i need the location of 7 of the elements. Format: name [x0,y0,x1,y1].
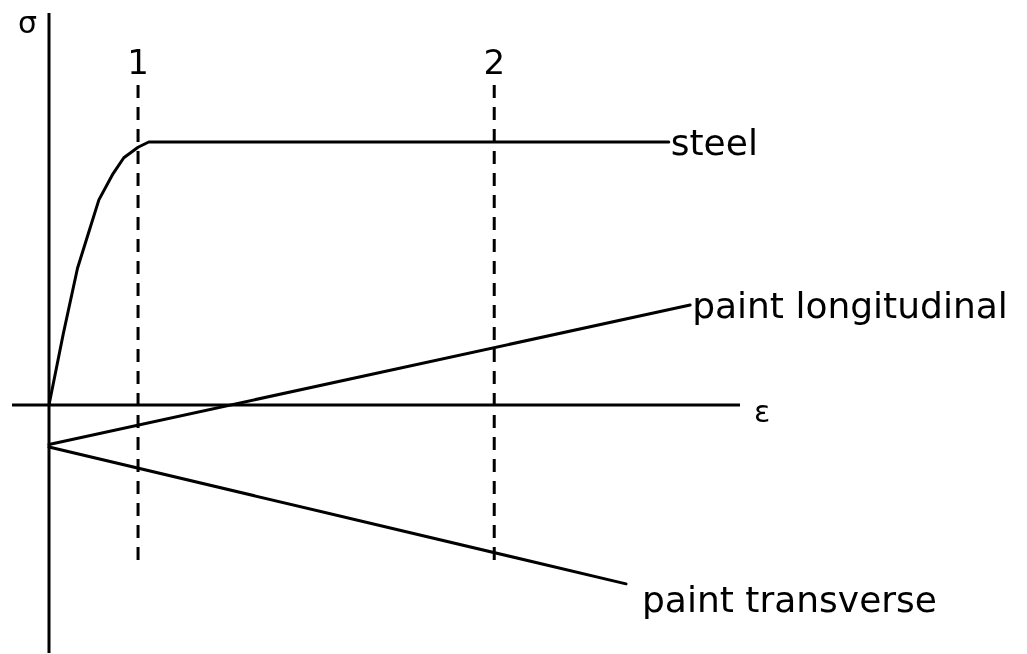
series-label: steel [670,121,758,163]
series-label: paint longitudinal [692,284,1008,326]
y-axis-title: σ [17,4,37,40]
series-label: paint transverse [642,579,938,621]
x-axis-title: ε [754,393,771,429]
x-tick-label: 1 [127,42,149,82]
x-tick-label: 2 [483,42,506,82]
